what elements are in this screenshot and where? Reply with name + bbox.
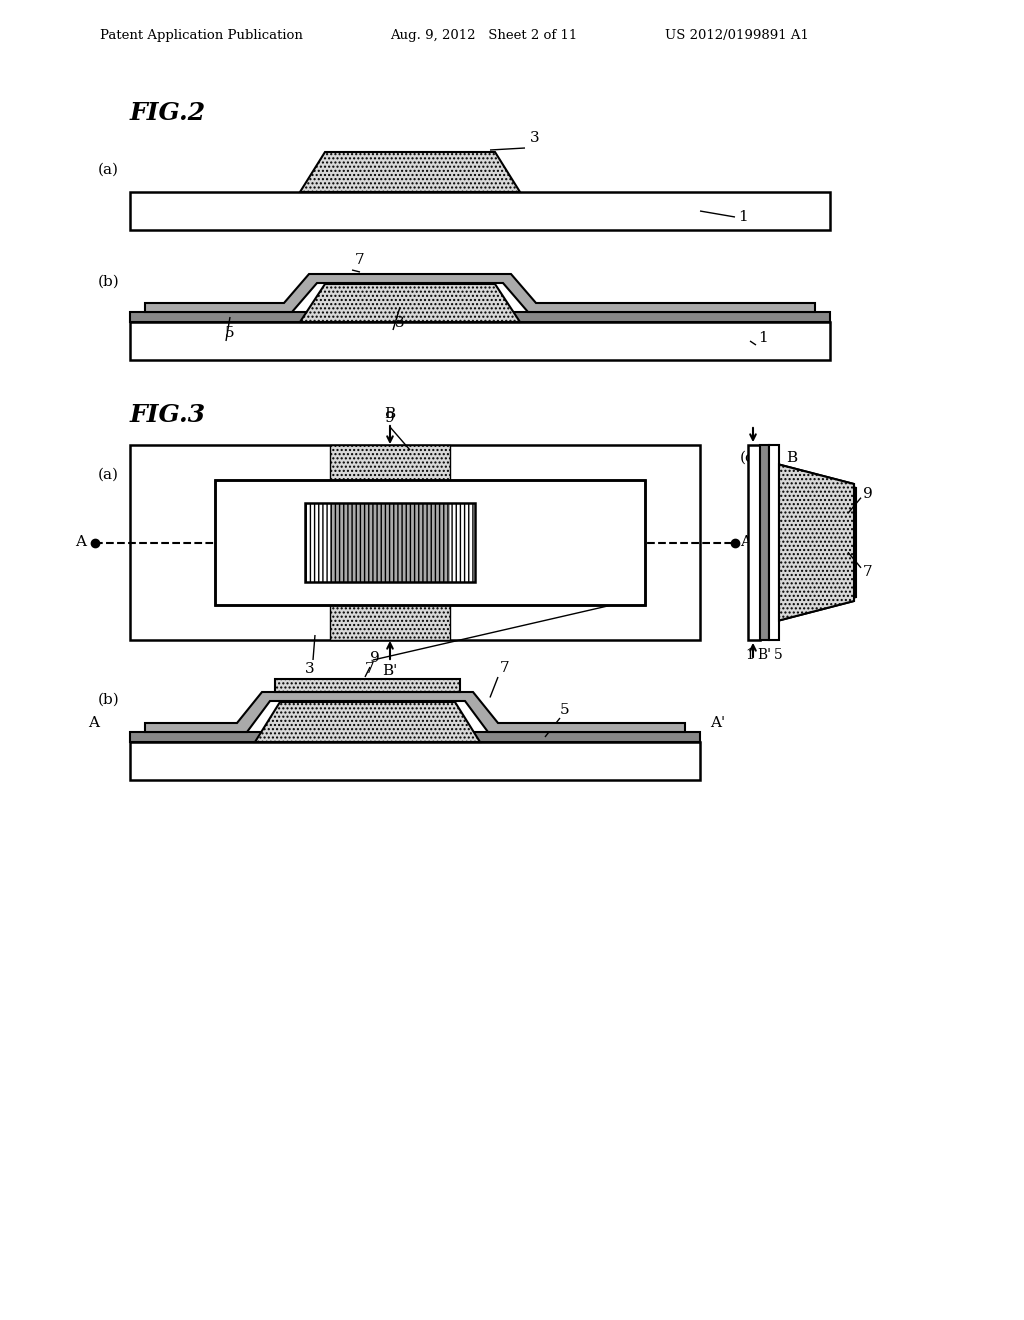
Text: (a): (a) xyxy=(98,469,119,482)
Polygon shape xyxy=(300,152,520,191)
Bar xyxy=(760,445,769,640)
Text: 9: 9 xyxy=(863,487,872,500)
Text: (a): (a) xyxy=(98,162,119,177)
Text: A': A' xyxy=(710,715,725,730)
Bar xyxy=(130,322,830,360)
Text: B': B' xyxy=(382,664,397,678)
Bar xyxy=(275,678,460,692)
Bar xyxy=(215,480,645,605)
Text: 5: 5 xyxy=(773,648,782,663)
Text: 7: 7 xyxy=(366,663,375,676)
Bar xyxy=(330,445,450,640)
Text: 3: 3 xyxy=(530,131,540,145)
Bar xyxy=(330,503,450,582)
Text: Aug. 9, 2012   Sheet 2 of 11: Aug. 9, 2012 Sheet 2 of 11 xyxy=(390,29,578,42)
Polygon shape xyxy=(779,465,854,620)
Polygon shape xyxy=(300,284,520,322)
Text: US 2012/0199891 A1: US 2012/0199891 A1 xyxy=(665,29,809,42)
Text: 1: 1 xyxy=(745,648,755,663)
Text: 7: 7 xyxy=(355,253,365,267)
Text: 5: 5 xyxy=(560,704,569,717)
Polygon shape xyxy=(145,692,685,733)
Bar xyxy=(130,191,830,230)
Bar xyxy=(130,742,700,780)
Text: 7: 7 xyxy=(863,565,872,578)
Text: 1: 1 xyxy=(758,331,768,345)
Text: (b): (b) xyxy=(98,275,120,289)
Text: B: B xyxy=(384,407,395,421)
Bar xyxy=(215,480,645,605)
Bar xyxy=(130,445,700,640)
Text: 1: 1 xyxy=(738,210,748,224)
Bar xyxy=(769,445,779,640)
Text: (b): (b) xyxy=(98,693,120,708)
Text: FIG.2: FIG.2 xyxy=(130,102,206,125)
Polygon shape xyxy=(145,275,815,312)
Bar xyxy=(130,312,830,322)
Text: 9: 9 xyxy=(370,651,380,665)
Text: 3: 3 xyxy=(395,315,404,330)
Bar xyxy=(748,445,760,640)
Text: B: B xyxy=(786,451,797,465)
Bar xyxy=(305,503,475,582)
Text: FIG.3: FIG.3 xyxy=(130,403,206,426)
Text: A: A xyxy=(88,715,99,730)
Text: A: A xyxy=(75,536,86,549)
Text: 9: 9 xyxy=(385,411,394,425)
Text: B': B' xyxy=(757,648,771,663)
Text: (c): (c) xyxy=(740,451,761,465)
Text: Patent Application Publication: Patent Application Publication xyxy=(100,29,303,42)
Polygon shape xyxy=(777,465,856,620)
Text: 7: 7 xyxy=(500,661,510,675)
Bar xyxy=(130,733,700,742)
Text: 3: 3 xyxy=(305,663,314,676)
Text: 3: 3 xyxy=(763,458,770,469)
Text: A': A' xyxy=(740,536,755,549)
Polygon shape xyxy=(255,702,480,742)
Text: 5: 5 xyxy=(225,326,234,341)
